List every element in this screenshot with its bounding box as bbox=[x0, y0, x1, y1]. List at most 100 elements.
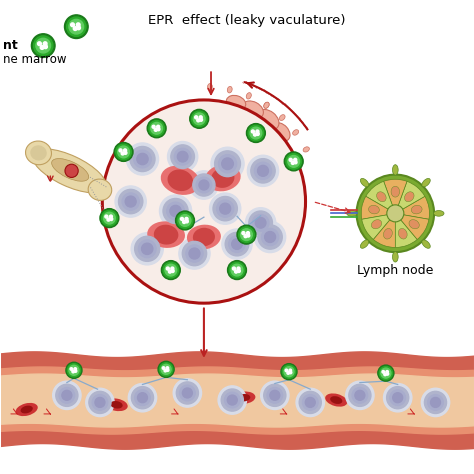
Ellipse shape bbox=[161, 165, 200, 195]
Wedge shape bbox=[361, 196, 395, 219]
Circle shape bbox=[149, 120, 164, 136]
Circle shape bbox=[115, 186, 146, 217]
Ellipse shape bbox=[422, 240, 430, 248]
Ellipse shape bbox=[422, 178, 430, 187]
Circle shape bbox=[258, 225, 282, 249]
Circle shape bbox=[289, 371, 292, 374]
Circle shape bbox=[107, 218, 110, 221]
Ellipse shape bbox=[292, 130, 299, 135]
Circle shape bbox=[69, 365, 79, 375]
Circle shape bbox=[246, 208, 276, 238]
Circle shape bbox=[95, 398, 105, 407]
Circle shape bbox=[40, 46, 44, 49]
Circle shape bbox=[244, 235, 247, 237]
Circle shape bbox=[67, 17, 86, 36]
Circle shape bbox=[387, 387, 409, 409]
Circle shape bbox=[262, 228, 279, 246]
Ellipse shape bbox=[88, 179, 112, 201]
Circle shape bbox=[349, 384, 371, 406]
Circle shape bbox=[147, 119, 166, 138]
Circle shape bbox=[156, 125, 160, 128]
Circle shape bbox=[200, 118, 202, 121]
Text: Lymph node: Lymph node bbox=[357, 264, 434, 277]
Circle shape bbox=[213, 197, 237, 221]
Circle shape bbox=[242, 232, 245, 235]
Circle shape bbox=[294, 158, 297, 161]
Circle shape bbox=[67, 364, 81, 377]
Circle shape bbox=[256, 132, 259, 136]
Circle shape bbox=[267, 388, 283, 403]
Circle shape bbox=[289, 158, 292, 161]
Circle shape bbox=[77, 26, 81, 30]
Circle shape bbox=[118, 190, 143, 214]
Circle shape bbox=[270, 391, 280, 400]
Circle shape bbox=[179, 215, 191, 226]
Circle shape bbox=[137, 393, 147, 402]
Ellipse shape bbox=[409, 219, 419, 229]
Wedge shape bbox=[383, 179, 407, 213]
Ellipse shape bbox=[434, 210, 444, 216]
Circle shape bbox=[176, 382, 199, 404]
Circle shape bbox=[218, 386, 246, 414]
Circle shape bbox=[228, 395, 237, 405]
Circle shape bbox=[182, 220, 186, 223]
Circle shape bbox=[179, 238, 210, 269]
Ellipse shape bbox=[110, 401, 123, 409]
Circle shape bbox=[171, 267, 174, 270]
Ellipse shape bbox=[233, 392, 255, 404]
Circle shape bbox=[174, 148, 191, 165]
Circle shape bbox=[237, 225, 256, 244]
Circle shape bbox=[142, 243, 153, 255]
Circle shape bbox=[215, 151, 240, 177]
Circle shape bbox=[195, 116, 198, 119]
Circle shape bbox=[197, 119, 200, 122]
Circle shape bbox=[163, 262, 179, 278]
Circle shape bbox=[43, 42, 47, 46]
Circle shape bbox=[164, 369, 167, 372]
Circle shape bbox=[250, 127, 262, 139]
Circle shape bbox=[171, 270, 174, 273]
Circle shape bbox=[284, 367, 294, 377]
Circle shape bbox=[232, 239, 242, 249]
Circle shape bbox=[116, 144, 131, 160]
Circle shape bbox=[255, 221, 286, 253]
Circle shape bbox=[157, 128, 160, 131]
Circle shape bbox=[231, 264, 243, 276]
Circle shape bbox=[393, 393, 402, 402]
Circle shape bbox=[181, 218, 183, 220]
Circle shape bbox=[103, 212, 115, 224]
Circle shape bbox=[127, 143, 158, 175]
Circle shape bbox=[386, 373, 389, 375]
Circle shape bbox=[378, 365, 394, 381]
Circle shape bbox=[86, 388, 114, 417]
Text: EPR  effect (leaky vaculature): EPR effect (leaky vaculature) bbox=[148, 14, 345, 27]
Ellipse shape bbox=[238, 394, 250, 401]
Circle shape bbox=[166, 267, 169, 270]
Circle shape bbox=[114, 143, 133, 161]
Ellipse shape bbox=[228, 86, 232, 93]
Circle shape bbox=[285, 369, 288, 372]
Circle shape bbox=[71, 23, 74, 27]
Ellipse shape bbox=[404, 192, 414, 202]
Circle shape bbox=[65, 164, 78, 177]
Ellipse shape bbox=[330, 396, 342, 404]
Circle shape bbox=[163, 199, 188, 224]
Circle shape bbox=[44, 45, 47, 49]
Circle shape bbox=[72, 370, 74, 373]
Circle shape bbox=[383, 383, 412, 412]
Ellipse shape bbox=[227, 95, 246, 110]
Circle shape bbox=[387, 205, 404, 222]
Circle shape bbox=[168, 270, 172, 273]
Circle shape bbox=[124, 149, 127, 152]
Circle shape bbox=[190, 171, 218, 199]
Circle shape bbox=[89, 392, 111, 413]
Circle shape bbox=[170, 205, 181, 217]
Circle shape bbox=[70, 368, 73, 370]
Ellipse shape bbox=[279, 115, 285, 120]
Circle shape bbox=[261, 381, 289, 410]
Ellipse shape bbox=[105, 399, 128, 411]
Wedge shape bbox=[362, 213, 395, 239]
Circle shape bbox=[292, 161, 294, 164]
Wedge shape bbox=[395, 213, 417, 247]
Ellipse shape bbox=[154, 225, 178, 245]
